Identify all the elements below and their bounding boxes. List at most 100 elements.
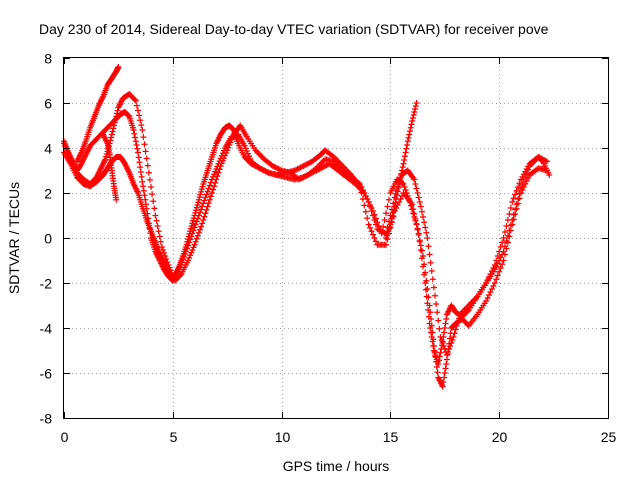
data-point [113, 196, 120, 203]
data-point [381, 217, 388, 223]
data-point [214, 173, 221, 180]
data-point [142, 196, 149, 203]
data-point [115, 64, 122, 70]
data-point [139, 127, 146, 133]
data-point [427, 259, 434, 266]
data-point [490, 283, 497, 289]
data-point [439, 383, 446, 390]
data-point [445, 349, 452, 355]
data-point [441, 374, 448, 381]
y-tick-label: -8 [40, 411, 53, 427]
data-point [417, 203, 424, 210]
data-point [194, 215, 201, 222]
data-point [245, 153, 252, 160]
data-point [414, 190, 421, 196]
data-point [143, 155, 150, 162]
data-point [402, 149, 409, 156]
data-point [421, 219, 428, 226]
data-point [413, 100, 420, 106]
data-point [369, 212, 376, 219]
data-point [400, 160, 407, 167]
data-point [198, 186, 205, 193]
data-point [187, 252, 194, 259]
data-point [212, 168, 219, 175]
data-point [131, 130, 138, 137]
data-point [368, 208, 375, 214]
data-point [141, 141, 148, 148]
series-4 [74, 64, 122, 165]
data-point [65, 151, 72, 157]
data-point [496, 257, 503, 264]
data-point [435, 317, 442, 324]
data-point [194, 202, 201, 208]
data-point [108, 134, 115, 141]
data-point [406, 128, 413, 135]
data-point [409, 206, 416, 213]
data-point [206, 182, 213, 189]
data-point [187, 236, 194, 243]
data-point [422, 269, 429, 276]
data-point [494, 272, 501, 279]
data-point [162, 253, 169, 259]
data-point [225, 144, 232, 151]
data-point [416, 199, 423, 205]
data-point [203, 206, 210, 213]
data-point [522, 181, 529, 187]
data-point [448, 340, 455, 346]
data-point [372, 221, 379, 228]
data-point [442, 320, 449, 327]
data-point [429, 329, 436, 336]
y-tick-label: -2 [40, 276, 53, 292]
data-point [113, 113, 120, 120]
data-point [199, 183, 206, 190]
data-point [422, 286, 429, 293]
x-tick-label: 5 [170, 429, 178, 445]
data-point [503, 238, 510, 244]
data-point [455, 315, 462, 322]
data-point [449, 337, 456, 343]
data-point [178, 259, 185, 265]
data-point [149, 191, 156, 198]
data-point [160, 247, 167, 253]
data-point [137, 169, 144, 175]
data-point [137, 164, 144, 171]
data-point [450, 334, 457, 340]
data-point [135, 154, 142, 161]
data-point [204, 188, 211, 195]
data-point [486, 292, 493, 298]
data-point [103, 153, 110, 160]
data-point [136, 159, 143, 166]
data-point [513, 201, 520, 208]
data-point [512, 191, 519, 198]
data-point [523, 170, 530, 177]
data-point [202, 194, 209, 201]
data-point [394, 188, 401, 195]
data-point [436, 325, 443, 332]
data-point [420, 253, 427, 259]
data-point [385, 196, 392, 203]
data-point [211, 183, 218, 190]
data-point [506, 233, 513, 240]
data-point [362, 208, 369, 215]
data-point [369, 231, 376, 238]
data-point [393, 196, 400, 202]
data-point [416, 237, 423, 244]
data-point [195, 199, 202, 206]
data-point [408, 202, 415, 209]
data-point [145, 169, 152, 176]
data-point [195, 229, 202, 236]
data-point [197, 191, 204, 198]
data-point [197, 226, 203, 233]
y-tick-label: 2 [44, 186, 52, 202]
data-point [384, 203, 391, 210]
data-point [64, 148, 71, 155]
data-point [216, 166, 223, 173]
data-point [398, 170, 405, 177]
data-point [201, 197, 208, 204]
data-point [114, 107, 121, 114]
data-point [488, 286, 495, 292]
data-point [161, 250, 168, 256]
data-point [503, 223, 510, 229]
data-point [388, 215, 395, 222]
data-point [428, 322, 435, 329]
